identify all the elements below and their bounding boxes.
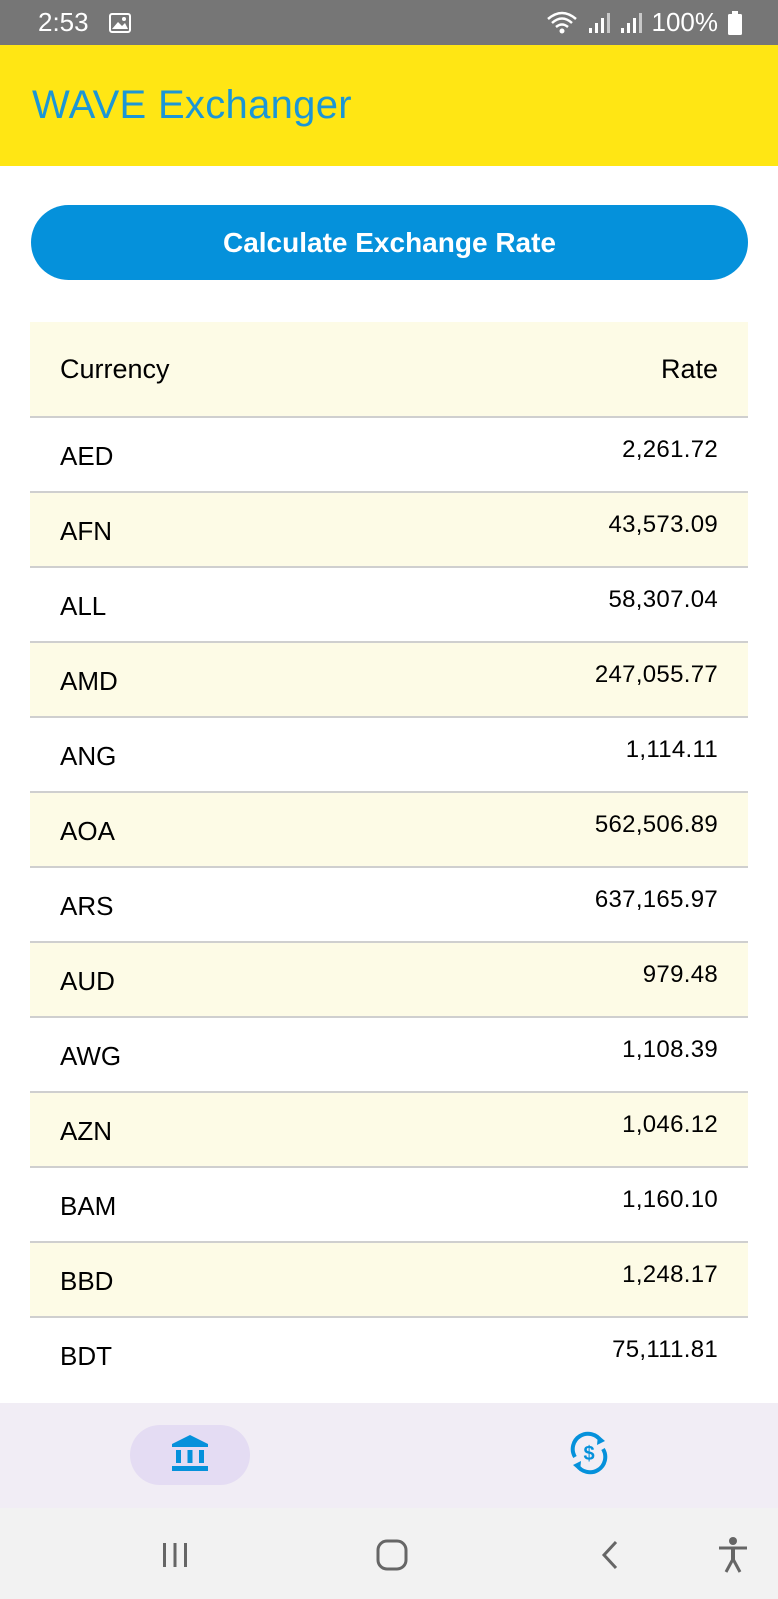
table-row[interactable]: AWG 1,108.39 (30, 1018, 748, 1093)
system-navigation (0, 1508, 778, 1599)
signal-icon (620, 12, 642, 34)
exchange-rate: 1,108.39 (622, 1036, 718, 1063)
exchange-rate: 58,307.04 (608, 586, 718, 613)
currency-column-header: Currency (60, 353, 170, 384)
back-icon[interactable] (585, 1530, 635, 1580)
status-bar: 2:53 100% (0, 0, 778, 45)
wifi-icon (546, 11, 578, 35)
table-row[interactable]: BAM 1,160.10 (30, 1168, 748, 1243)
nav-item-rates[interactable] (130, 1425, 250, 1485)
currency-code: AFN (60, 516, 112, 546)
exchange-rate: 979.48 (642, 961, 718, 988)
currency-code: AOA (60, 816, 115, 846)
currency-code: BAM (60, 1191, 117, 1221)
currency-code: AMD (60, 666, 118, 696)
currency-code: BDT (60, 1341, 112, 1371)
currency-exchange-icon: $ (567, 1431, 611, 1480)
image-icon (108, 12, 131, 33)
exchange-rate: 247,055.77 (594, 661, 718, 688)
table-row[interactable]: ANG 1,114.11 (30, 718, 748, 793)
currency-code: ALL (60, 591, 107, 621)
calculate-button-label: Calculate Exchange Rate (222, 226, 557, 258)
table-body: AED 2,261.72 AFN 43,573.09 ALL 58,307.04 AM… (30, 418, 748, 1393)
exchange-rate: 1,160.10 (622, 1186, 718, 1213)
table-row[interactable]: BDT 75,111.81 (30, 1318, 748, 1393)
exchange-rate: 562,506.89 (594, 811, 718, 838)
battery-percent: 100% (651, 7, 719, 37)
bank-icon (170, 1434, 210, 1477)
currency-code: BBD (60, 1266, 114, 1296)
table-row[interactable]: ARS 637,165.97 (30, 868, 748, 943)
table-header: Currency Rate (30, 322, 748, 418)
exchange-rate: 637,165.97 (594, 886, 718, 913)
table-row[interactable]: AFN 43,573.09 (30, 493, 748, 568)
exchange-rate: 1,114.11 (625, 736, 718, 763)
app-bar: WAVE Exchanger (0, 45, 778, 166)
svg-text:$: $ (583, 1443, 594, 1465)
currency-code: AZN (60, 1116, 112, 1146)
table-row[interactable]: BBD 1,248.17 (30, 1243, 748, 1318)
currency-code: AWG (60, 1041, 122, 1071)
exchange-rate: 2,261.72 (622, 436, 718, 463)
currency-code: AED (60, 441, 114, 471)
bottom-navigation: $ (0, 1403, 778, 1508)
table-row[interactable]: AOA 562,506.89 (30, 793, 748, 868)
accessibility-icon[interactable] (708, 1530, 758, 1580)
table-row[interactable]: AMD 247,055.77 (30, 643, 748, 718)
home-icon[interactable] (367, 1530, 417, 1580)
exchange-rate: 1,248.17 (622, 1261, 718, 1288)
recent-apps-icon[interactable] (150, 1530, 200, 1580)
exchange-rate: 43,573.09 (608, 511, 718, 538)
table-row[interactable]: AUD 979.48 (30, 943, 748, 1018)
rate-column-header: Rate (660, 353, 718, 384)
table-row[interactable]: AZN 1,046.12 (30, 1093, 748, 1168)
currency-code: AUD (60, 966, 115, 996)
exchange-rate: 1,046.12 (622, 1111, 718, 1138)
signal-icon (588, 12, 610, 34)
table-row[interactable]: AED 2,261.72 (30, 418, 748, 493)
status-right: 100% (546, 7, 742, 38)
rates-table: Currency Rate AED 2,261.72 AFN 43,573.09 A… (30, 322, 748, 1393)
app-title: WAVE Exchanger (32, 83, 352, 127)
currency-code: ANG (60, 741, 117, 771)
currency-code: ARS (60, 891, 114, 921)
calculate-exchange-rate-button[interactable]: Calculate Exchange Rate (31, 205, 748, 280)
nav-item-exchange[interactable]: $ (529, 1425, 649, 1485)
battery-icon (728, 10, 742, 35)
exchange-rate: 75,111.81 (612, 1336, 718, 1363)
status-left: 2:53 (38, 7, 131, 38)
table-row[interactable]: ALL 58,307.04 (30, 568, 748, 643)
status-time: 2:53 (38, 7, 89, 37)
